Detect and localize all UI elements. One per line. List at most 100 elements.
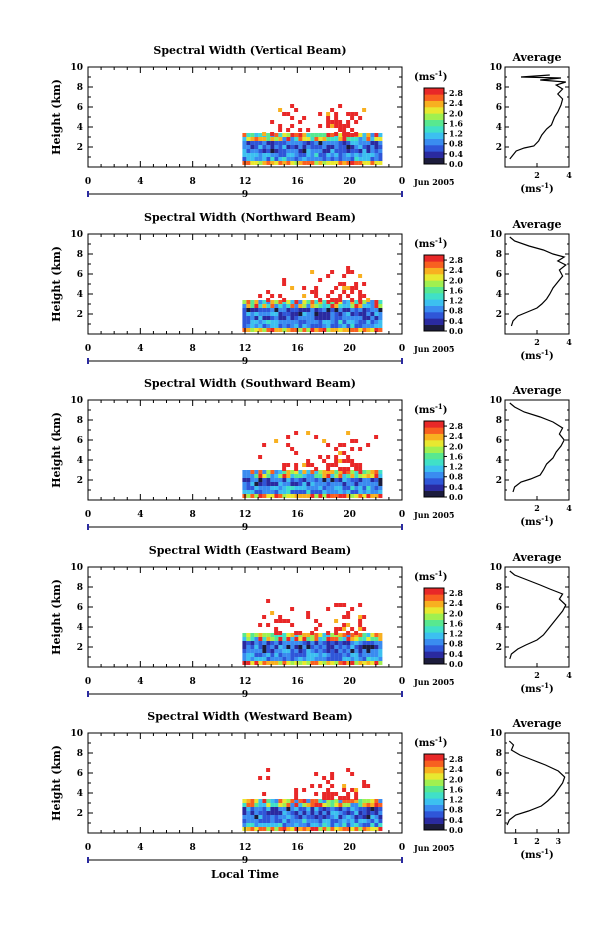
heatmap-cell [274,141,279,145]
heatmap-cell [258,799,263,803]
heatmap-cell [290,149,295,153]
heatmap-cell [242,661,247,665]
heatmap-cell [250,474,255,478]
heatmap-cells [242,266,383,332]
heatmap-cell [358,649,363,653]
heatmap-cell [274,649,279,653]
heatmap-cell [342,300,347,304]
heatmap-cell [370,312,375,316]
heatmap-cell [298,320,303,324]
heatmap-cell [338,474,343,478]
heatmap-cell [318,823,323,827]
heatmap-cell [302,645,307,649]
heatmap-cell [250,641,255,645]
heatmap-cell [250,141,255,145]
heatmap-cell [378,637,383,641]
heatmap-cell [282,482,287,486]
heatmap-cell [334,116,339,120]
heatmap-cell [258,494,263,498]
heatmap-cell [346,649,351,653]
heatmap-cell [370,637,375,641]
heatmap-cell [246,304,251,308]
heatmap-cell [342,653,347,657]
heatmap-cell [242,470,247,474]
heatmap-cell [374,300,379,304]
heatmap-cell [346,796,351,800]
heatmap-cell [346,141,351,145]
heatmap-cell [254,482,259,486]
heatmap-cell [362,657,367,661]
average-title: Average [511,218,561,231]
avg-unit-open: (ms [520,850,541,861]
heatmap-cell [318,324,323,328]
heatmap-cell [370,149,375,153]
heatmap-cell [318,474,323,478]
heatmap-cell [330,827,335,831]
colorbar-segment [424,280,444,287]
colorbar-segment [424,113,444,120]
heatmap-cell [310,486,315,490]
heatmap-cell [258,819,263,823]
heatmap-cell [254,490,259,494]
y-tick-label: 6 [77,436,83,446]
heatmap-cell [326,653,331,657]
day-label: 9 [242,523,248,533]
heatmap-cell [346,308,351,312]
heatmap-cell [258,328,263,332]
heatmap-cell [290,815,295,819]
heatmap-cell [270,486,275,490]
heatmap-cell [290,653,295,657]
heatmap-cell [354,803,359,807]
heatmap-cell [342,627,347,631]
heatmap-cell [350,478,355,482]
heatmap-cell [330,141,335,145]
heatmap-cell [330,645,335,649]
heatmap-cell [294,108,299,112]
heatmap-cell [350,308,355,312]
heatmap-cell [286,641,291,645]
avg-unit-open: (ms [520,184,541,195]
heatmap-cell [330,796,335,800]
colorbar-segment [424,638,444,646]
heatmap-cell [298,145,303,149]
heatmap-cell [270,611,275,615]
heatmap-cell [326,637,331,641]
heatmap-cell [306,799,311,803]
heatmap-cell [298,316,303,320]
heatmap-cell [302,633,307,637]
heatmap-cell [294,308,299,312]
heatmap-cell [314,657,319,661]
heatmap-cell [362,157,367,161]
heatmap-cell [366,486,371,490]
heatmap-cell [370,827,375,831]
heatmap-cell [330,320,335,324]
y-tick-label: 4 [77,623,83,633]
heatmap-cell [342,137,347,141]
heatmap-cell [338,633,343,637]
heatmap-cell [378,316,383,320]
heatmap-cell [378,633,383,637]
heatmap-cell [314,294,319,298]
heatmap-cell [294,494,299,498]
heatmap-cell [242,803,247,807]
heatmap-cell [354,653,359,657]
heatmap-cell [254,308,259,312]
heatmap-cell [330,653,335,657]
heatmap-cell [270,153,275,157]
heatmap-cell [314,157,319,161]
heatmap-cell [306,157,311,161]
heatmap-cell [350,312,355,316]
heatmap-cell [274,815,279,819]
heatmap-cell [278,637,283,641]
heatmap-cell [246,637,251,641]
colorbar-segment [424,484,444,491]
heatmap-cell [346,811,351,815]
heatmap-cell [262,470,267,474]
heatmap-cell [306,153,311,157]
heatmap-cell [318,161,323,165]
heatmap-cell [342,153,347,157]
average-x-tick-label: 2 [534,503,540,513]
heatmap-cell [302,304,307,308]
heatmap-cell [350,490,355,494]
colorbar-tick-label: 0.4 [449,649,463,659]
